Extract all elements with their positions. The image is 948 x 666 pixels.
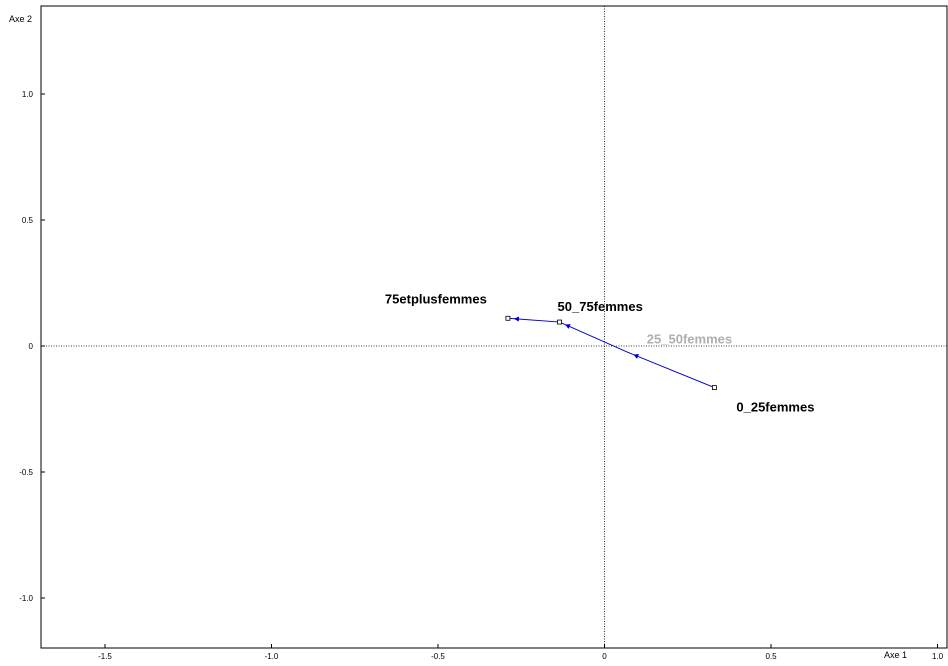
point-label: 0_25femmes <box>736 400 814 415</box>
x-tick-label: 1.0 <box>932 652 944 661</box>
point-label: 75etplusfemmes <box>385 291 487 306</box>
x-tick-label: -1.0 <box>265 652 279 661</box>
y-axis-ticks: 1.0 0.5 0 -0.5 -1.0 <box>19 90 45 603</box>
x-axis-title: Axe 1 <box>884 650 907 660</box>
point-label: 25_50femmes <box>647 331 732 346</box>
y-tick-label: 0.5 <box>22 216 34 225</box>
x-tick-label: -0.5 <box>431 652 445 661</box>
point-labels: 0_25femmes 25_50femmes 50_75femmes 75etplus… <box>385 291 815 414</box>
y-tick-label: 0 <box>29 342 34 351</box>
point-marker <box>557 319 562 325</box>
x-tick-label: 0.5 <box>765 652 777 661</box>
x-axis-ticks: -1.5 -1.0 -0.5 0 0.5 1.0 <box>98 644 944 661</box>
x-tick-label: 0 <box>602 652 607 661</box>
trajectory-series <box>505 315 717 390</box>
y-tick-label: 1.0 <box>22 90 34 99</box>
trajectory-line <box>507 317 715 389</box>
point-marker <box>711 385 717 390</box>
direction-arrow <box>513 316 520 322</box>
plot-frame <box>40 5 948 649</box>
x-tick-label: -1.5 <box>98 652 112 661</box>
point-label: 50_75femmes <box>558 299 643 314</box>
direction-arrow <box>633 354 639 359</box>
point-marker <box>505 315 511 321</box>
y-tick-label: -0.5 <box>19 468 33 477</box>
y-axis-title: Axe 2 <box>9 14 32 24</box>
direction-arrow <box>565 324 571 329</box>
y-tick-label: -1.0 <box>19 594 33 603</box>
